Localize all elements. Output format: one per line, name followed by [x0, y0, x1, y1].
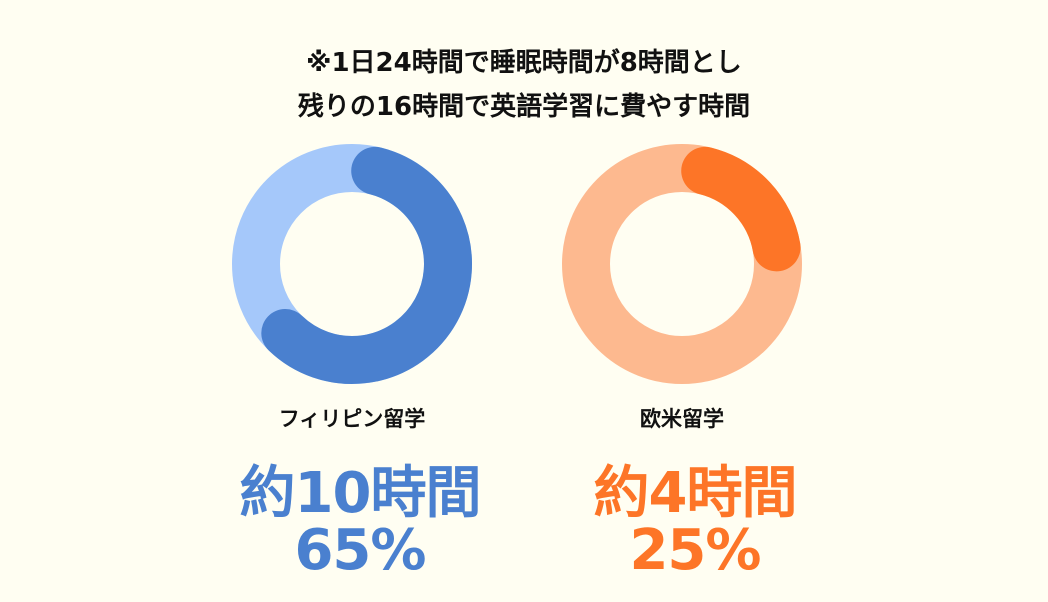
hours-west: 約4時間 — [593, 461, 798, 526]
hours-philippines: 約10時間 — [239, 461, 482, 526]
percent-west: 25% — [629, 518, 761, 583]
note-line-1: ※1日24時間で睡眠時間が8時間とし — [306, 48, 742, 78]
label-west: 欧米留学 — [640, 407, 724, 431]
label-philippines: フィリピン留学 — [278, 407, 426, 431]
donut-west — [562, 144, 802, 384]
percent-philippines: 65% — [294, 518, 426, 583]
donut-philippines — [232, 144, 472, 384]
donut-arc-west — [681, 146, 801, 272]
donut-arc-philippines — [261, 146, 472, 384]
note-line-2: 残りの16時間で英語学習に費やす時間 — [297, 92, 751, 122]
